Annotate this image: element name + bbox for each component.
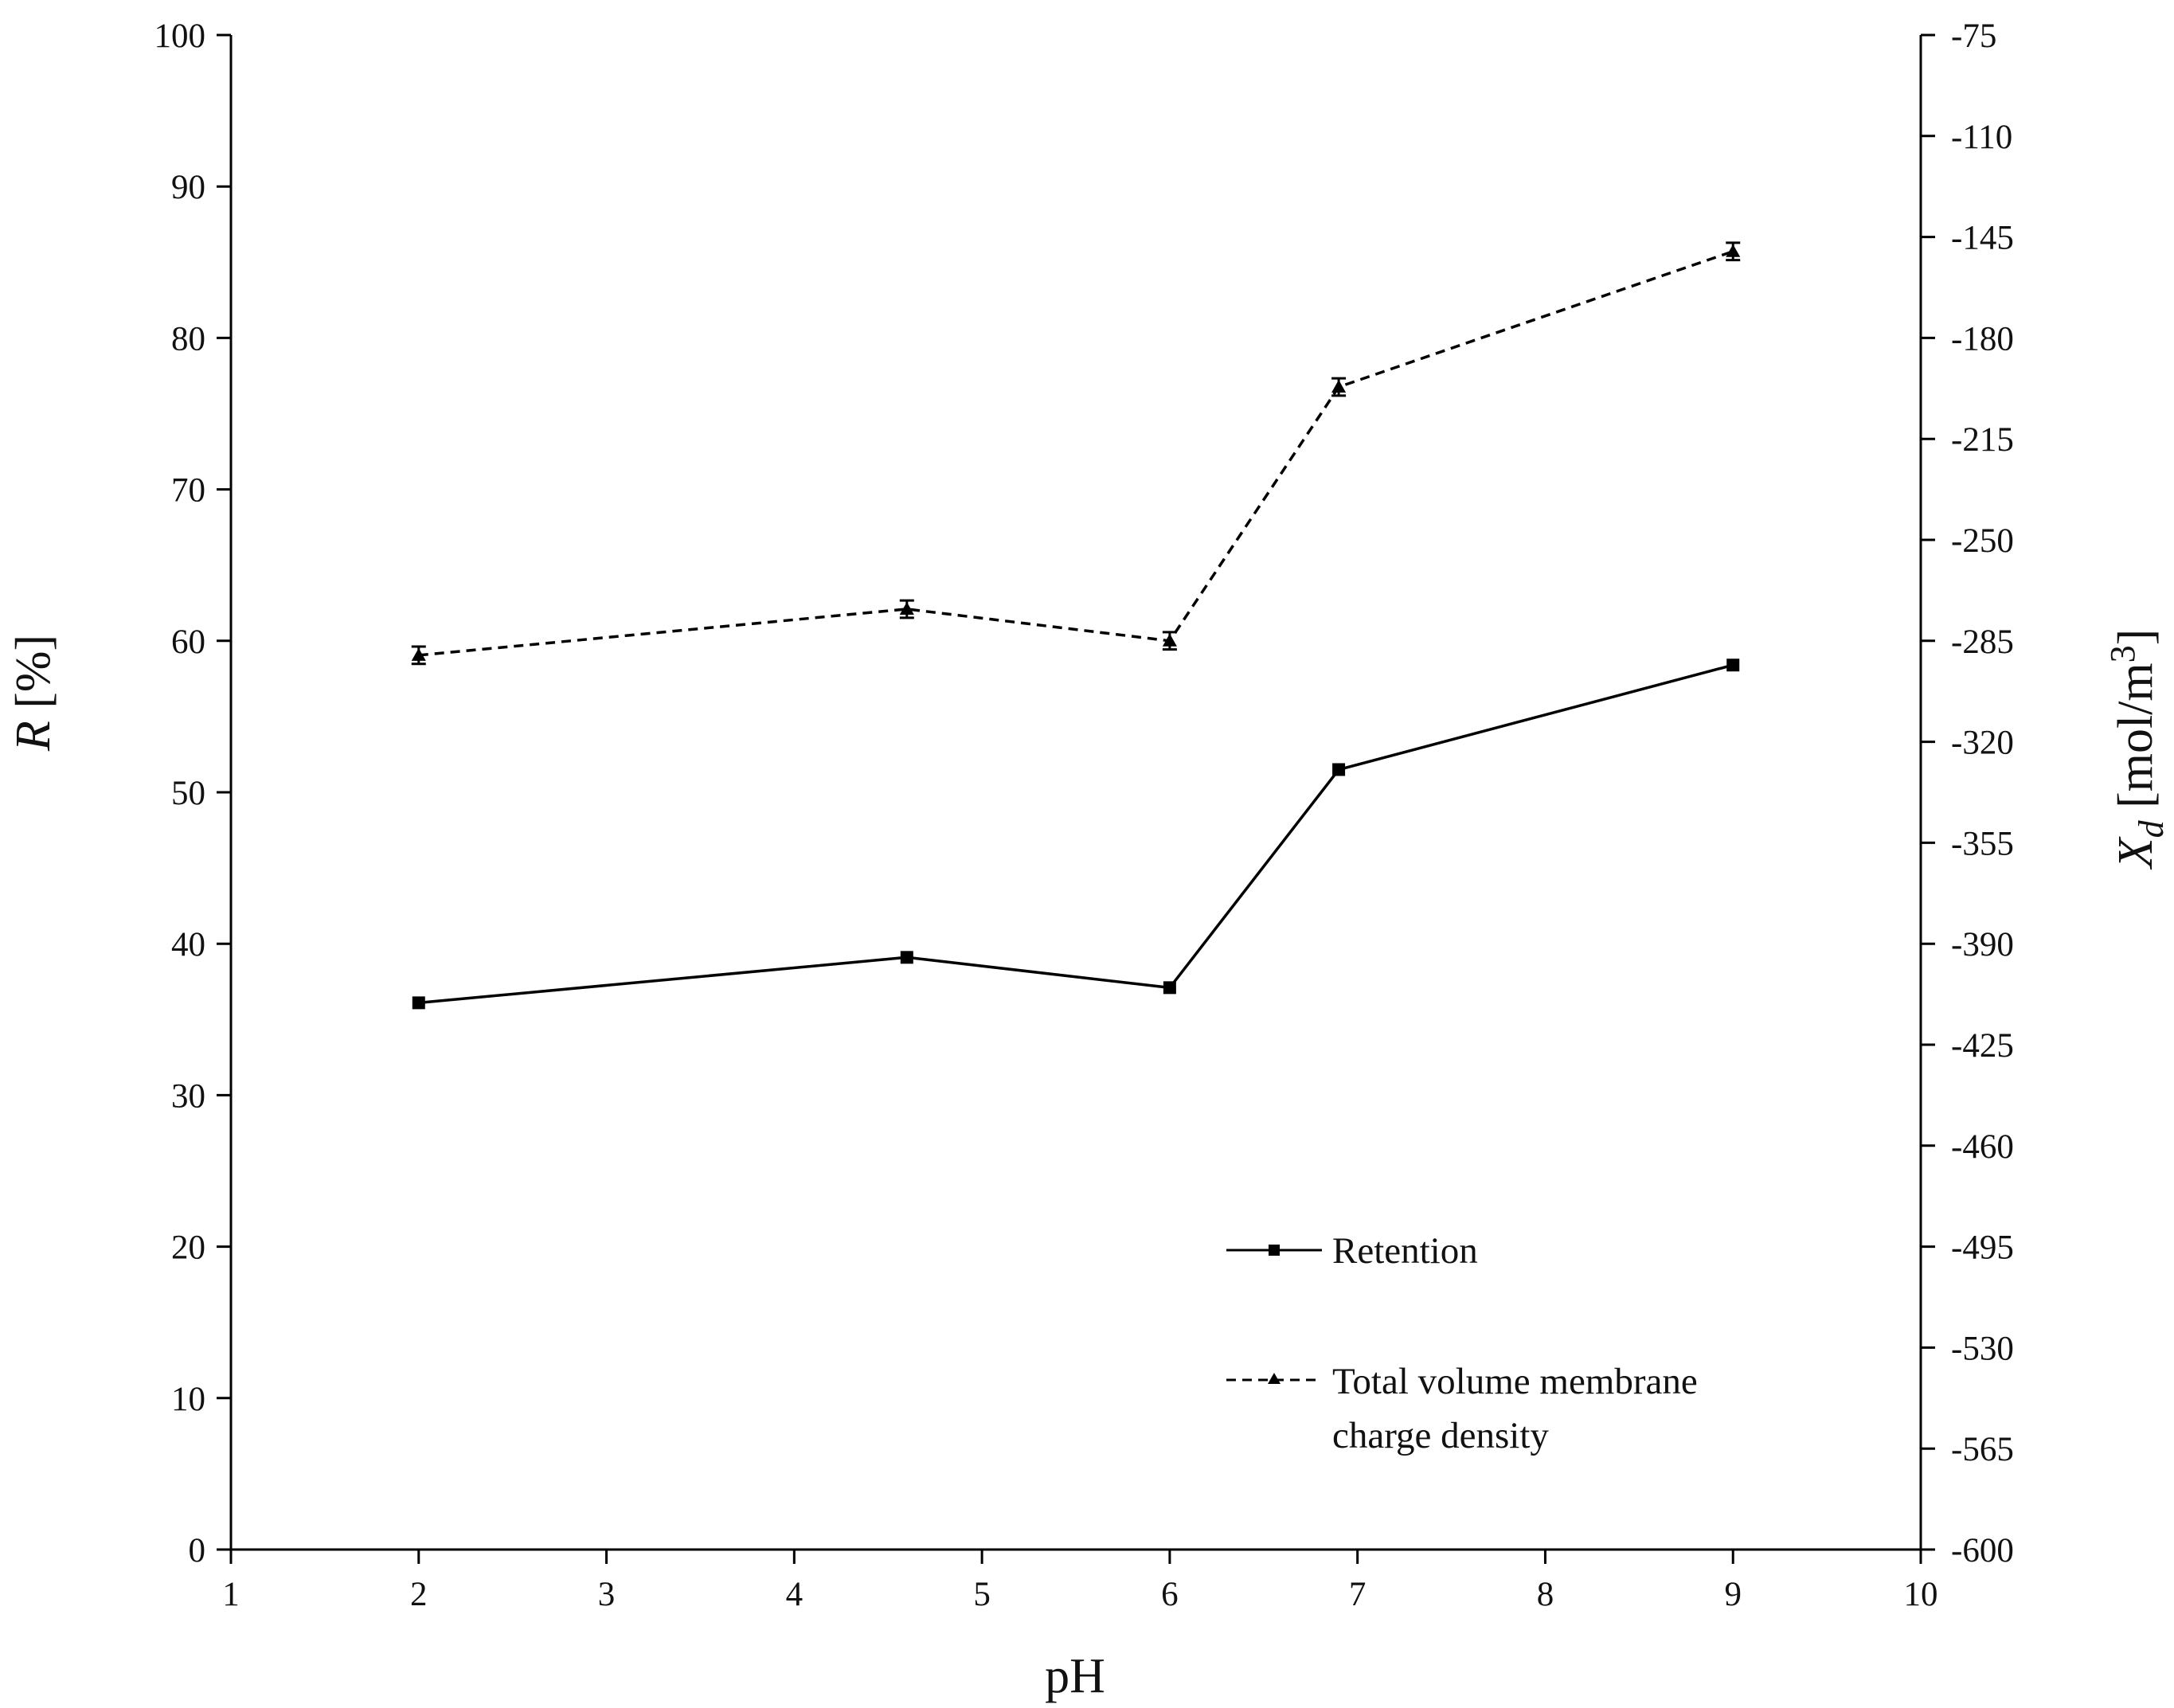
y2-axis-title-symbol: X	[2109, 836, 2163, 870]
y2-tick-label: -600	[1951, 1532, 2014, 1569]
x-tick-label: 2	[410, 1576, 428, 1613]
y2-tick-label: -250	[1951, 522, 2014, 560]
y2-tick-label: -495	[1951, 1229, 2014, 1267]
y-tick-label: 50	[171, 775, 205, 812]
data-point-charge-density	[1162, 633, 1177, 647]
y2-tick-label: -145	[1951, 220, 2014, 257]
y2-tick-label: -285	[1951, 623, 2014, 661]
series-line-retention	[418, 663, 1734, 1005]
y-tick-label: 100	[154, 18, 206, 55]
y-tick-label: 60	[171, 623, 205, 661]
data-point-charge-density	[899, 601, 914, 615]
x-tick-label: 8	[1537, 1576, 1554, 1613]
y2-tick-label: -390	[1951, 926, 2014, 963]
y-tick-label: 70	[171, 472, 205, 510]
x-tick-label: 4	[786, 1576, 804, 1613]
y-axis-title-unit: [%]	[6, 635, 61, 721]
y2-tick-label: -460	[1951, 1128, 2014, 1166]
legend-charge-density-marker	[1268, 1373, 1281, 1384]
series-layer	[411, 241, 1741, 1010]
x-tick-label: 7	[1349, 1576, 1367, 1613]
y-axis-title: R [%]	[6, 635, 61, 752]
legend-item-charge-density: Total volume membrane charge density	[1226, 1361, 1698, 1456]
legend-retention-marker	[1269, 1245, 1280, 1256]
legend-retention-label: Retention	[1332, 1230, 1478, 1272]
y-tick-label: 20	[171, 1229, 205, 1267]
x-tick-label: 1	[222, 1576, 240, 1613]
x-tick-label: 9	[1724, 1576, 1742, 1613]
y2-tick-label: -565	[1951, 1431, 2014, 1468]
data-point-retention	[1163, 981, 1176, 995]
y2-tick-label: -110	[1951, 119, 2012, 156]
y2-tick-label: -180	[1951, 320, 2014, 358]
y-tick-label: 40	[171, 926, 205, 963]
series-line-charge-density	[418, 250, 1734, 657]
y2-tick-label: -215	[1951, 421, 2014, 459]
legend: Retention Total volume membrane charge d…	[1226, 1230, 1698, 1456]
y2-tick-label: -320	[1951, 725, 2014, 762]
y2-axis-title: Xd [mol/m3]	[2103, 629, 2171, 871]
ticks: 1 2 3 4 5 6 7 8 9 100102030405060708090100-600-56…	[154, 18, 2014, 1613]
y2-tick-label: -425	[1951, 1027, 2014, 1065]
y2-axis-title-close: ]	[2109, 629, 2163, 646]
x-tick-label: 10	[1904, 1576, 1938, 1613]
y-tick-label: 80	[171, 320, 205, 358]
y-axis-title-symbol: R	[6, 721, 61, 752]
legend-charge-density-label-line2: charge density	[1332, 1415, 1549, 1456]
x-axis-title: pH	[1045, 1649, 1105, 1703]
data-point-retention	[1332, 763, 1346, 776]
data-point-charge-density	[1331, 379, 1347, 393]
y2-tick-label: -530	[1951, 1330, 2014, 1367]
y-tick-label: 90	[171, 169, 205, 206]
y2-axis-title-subscript: d	[2132, 819, 2171, 838]
legend-charge-density-label-line1: Total volume membrane	[1332, 1361, 1698, 1402]
y2-axis-title-superscript: 3	[2103, 645, 2142, 662]
x-tick-label: 5	[973, 1576, 991, 1613]
y-tick-label: 30	[171, 1077, 205, 1115]
y-tick-label: 0	[189, 1532, 206, 1569]
legend-item-retention: Retention	[1226, 1230, 1478, 1272]
y2-tick-label: -75	[1951, 18, 1996, 55]
y2-tick-label: -355	[1951, 825, 2014, 862]
x-tick-label: 6	[1161, 1576, 1179, 1613]
data-point-retention	[1726, 659, 1740, 672]
x-tick-label: 3	[598, 1576, 616, 1613]
data-point-charge-density	[411, 647, 426, 661]
data-point-retention	[412, 996, 425, 1010]
data-point-charge-density	[1726, 244, 1741, 257]
data-point-retention	[900, 951, 913, 964]
y2-axis-title-unit: [mol/m	[2109, 662, 2163, 820]
axes	[229, 35, 1922, 1551]
y-tick-label: 10	[171, 1381, 205, 1418]
